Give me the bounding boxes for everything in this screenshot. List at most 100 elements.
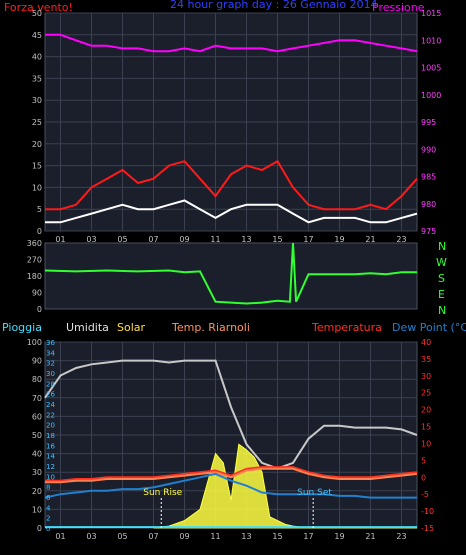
x-tick: 23 — [396, 235, 406, 244]
y-tick-right: 1000 — [421, 91, 441, 100]
y-tick-rain: 2 — [46, 515, 50, 523]
y-tick-left: 0 — [37, 227, 42, 236]
y-tick-right: -15 — [421, 524, 434, 533]
y-tick-left: 180 — [27, 272, 42, 281]
x-tick: 19 — [334, 532, 344, 541]
y-tick-left: 30 — [32, 96, 42, 105]
y-tick-right: 1005 — [421, 64, 441, 73]
y-tick-left: 90 — [32, 357, 42, 366]
grid-bottom — [45, 341, 417, 529]
direction-plot-area — [44, 242, 418, 310]
y-tick-rain: 30 — [46, 370, 55, 378]
x-tick: 13 — [241, 235, 251, 244]
y-tick-left: 50 — [32, 9, 42, 18]
y-tick-right: 15 — [421, 423, 431, 432]
chart-title: 24 hour graph day : 26 Gennaio 2014 — [170, 0, 378, 11]
y-tick-left: 40 — [32, 450, 42, 459]
y-tick-right: 40 — [421, 338, 431, 347]
legend-temp-riarnoli: Temp. Riarnoli — [171, 321, 250, 334]
x-tick: 13 — [241, 532, 251, 541]
y-tick-right: 1010 — [421, 36, 441, 45]
y-tick-rain: 34 — [46, 349, 55, 357]
tick-labels: 0510152025303540455097598098599099510001… — [27, 9, 442, 541]
y-tick-right: 1015 — [421, 9, 441, 18]
series-direzione — [44, 242, 417, 305]
x-tick: 09 — [179, 532, 189, 541]
legend-umidita: Umidita — [66, 321, 109, 334]
y-tick-right: 990 — [421, 145, 436, 154]
y-tick-left: 25 — [32, 118, 42, 127]
x-tick: 17 — [303, 532, 313, 541]
y-tick-rain: 26 — [46, 391, 55, 399]
y-tick-left: 270 — [27, 256, 42, 265]
y-tick-left: 50 — [32, 431, 42, 440]
x-tick: 01 — [55, 235, 65, 244]
y-tick-left: 30 — [32, 468, 42, 477]
x-tick: 19 — [334, 235, 344, 244]
y-tick-left: 70 — [32, 394, 42, 403]
y-tick-right: 5 — [421, 456, 426, 465]
x-tick: 23 — [396, 532, 406, 541]
legend-dew-point: Dew Point (°C) — [392, 321, 466, 334]
x-tick: 11 — [210, 235, 220, 244]
series-pressione — [45, 33, 418, 53]
y-tick-rain: 16 — [46, 442, 55, 450]
series-vento-medio — [45, 199, 418, 224]
y-tick-left: 35 — [32, 74, 42, 83]
sun-rise-label: Sun Rise — [143, 488, 182, 498]
y-tick-left: 100 — [27, 338, 42, 347]
y-tick-rain: 6 — [46, 494, 51, 502]
y-tick-right: 975 — [421, 227, 436, 236]
series-forza-vento — [45, 159, 418, 211]
x-tick: 21 — [365, 235, 375, 244]
legend-solar: Solar — [117, 321, 146, 334]
y-tick-right: -5 — [421, 490, 429, 499]
legend-pioggia: Pioggia — [2, 321, 42, 334]
y-tick-right: 20 — [421, 406, 431, 415]
y-tick-right: 30 — [421, 372, 431, 381]
x-tick: 07 — [148, 532, 158, 541]
y-tick-rain: 4 — [46, 504, 51, 512]
x-tick: 03 — [86, 532, 96, 541]
wind-title: Forza vento! — [4, 1, 73, 14]
y-tick-left: 10 — [32, 505, 42, 514]
x-tick: 11 — [210, 532, 220, 541]
y-tick-left: 40 — [32, 53, 42, 62]
y-tick-left: 15 — [32, 162, 42, 171]
y-tick-rain: 8 — [46, 484, 50, 492]
x-tick: 15 — [272, 532, 282, 541]
y-tick-left: 360 — [27, 239, 42, 248]
sun-set-label: Sun Set — [297, 488, 332, 498]
y-tick-right: -10 — [421, 507, 434, 516]
x-tick: 15 — [272, 235, 282, 244]
x-tick: 05 — [117, 532, 127, 541]
series-umidita — [44, 359, 418, 470]
y-tick-rain: 10 — [46, 473, 55, 481]
series-dew-point-c — [44, 472, 417, 499]
y-tick-left: 60 — [32, 412, 42, 421]
y-tick-left: 80 — [32, 375, 42, 384]
direction-label-s: S — [438, 272, 445, 285]
y-tick-rain: 20 — [46, 422, 55, 430]
direction-label-w: W — [436, 256, 447, 269]
y-tick-rain: 24 — [46, 401, 55, 409]
y-tick-left: 10 — [32, 183, 42, 192]
y-tick-left: 20 — [32, 140, 42, 149]
y-tick-left: 45 — [32, 31, 42, 40]
y-tick-rain: 12 — [46, 463, 55, 471]
y-tick-rain: 22 — [46, 411, 55, 419]
x-tick: 07 — [148, 235, 158, 244]
y-tick-left: 5 — [37, 205, 42, 214]
y-tick-right: 25 — [421, 389, 431, 398]
y-tick-left: 20 — [32, 487, 42, 496]
y-tick-left: 0 — [37, 524, 42, 533]
y-tick-rain: 14 — [46, 453, 55, 461]
y-tick-left: 90 — [32, 289, 42, 298]
series-lines — [44, 33, 418, 529]
y-tick-right: 995 — [421, 118, 436, 127]
y-tick-right: 980 — [421, 200, 436, 209]
x-tick: 09 — [179, 235, 189, 244]
legend-temperatura: Temperatura — [311, 321, 382, 334]
y-tick-right: 0 — [421, 473, 426, 482]
